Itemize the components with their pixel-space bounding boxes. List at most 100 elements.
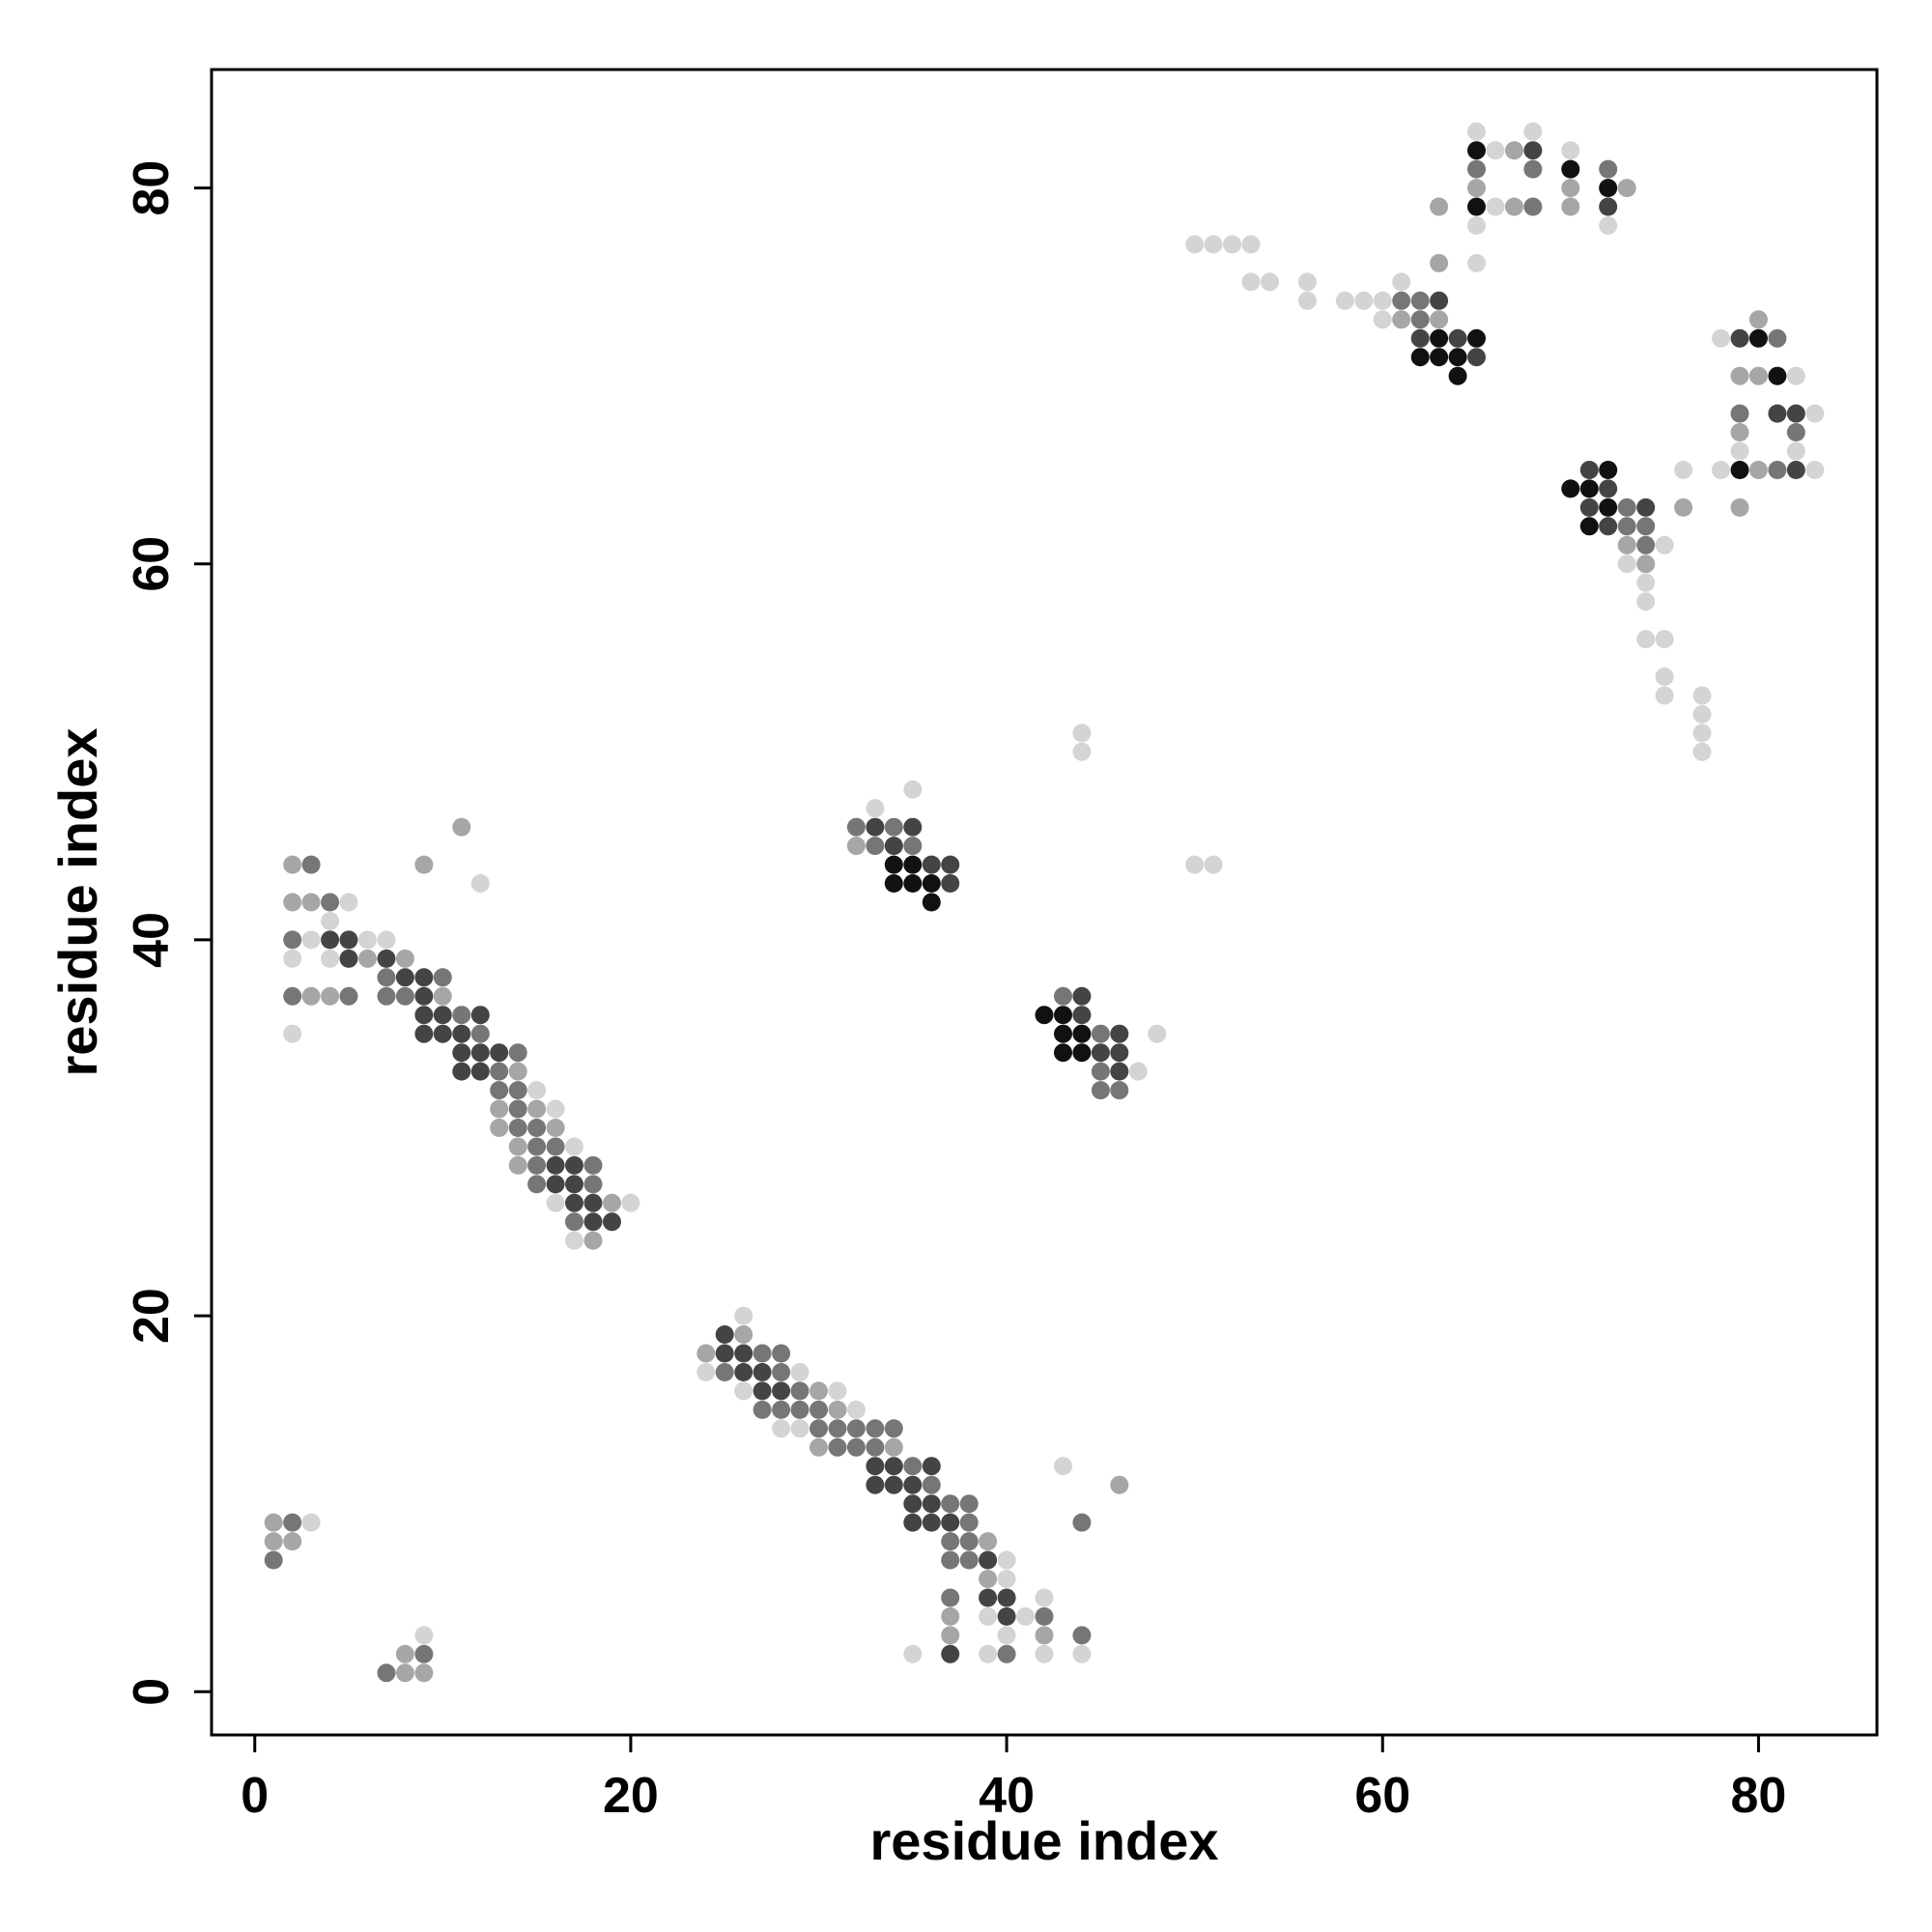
contact-point: [1655, 630, 1674, 649]
contact-point: [959, 1550, 979, 1570]
contact-point: [433, 1024, 452, 1043]
contact-point: [941, 874, 960, 893]
contact-point: [790, 1381, 810, 1401]
contact-point: [1599, 461, 1618, 479]
contact-point: [1523, 159, 1543, 179]
contact-point: [1467, 122, 1486, 141]
contact-point: [959, 1494, 979, 1514]
contact-point: [1523, 197, 1543, 216]
contact-point: [1430, 310, 1449, 329]
contact-point: [321, 912, 340, 930]
contact-point: [1054, 1043, 1072, 1063]
contact-point: [452, 817, 471, 837]
contact-point: [1768, 404, 1787, 423]
contact-point: [846, 1437, 866, 1457]
contact-point: [959, 1532, 979, 1551]
contact-point: [1035, 1588, 1054, 1607]
contact-point: [1712, 328, 1730, 348]
contact-point: [283, 1532, 302, 1551]
contact-point: [1035, 1626, 1054, 1645]
contact-point: [301, 893, 321, 912]
contact-point: [1655, 686, 1674, 705]
contact-point: [1730, 366, 1749, 385]
contact-point: [997, 1550, 1016, 1570]
contact-point: [828, 1400, 847, 1419]
contact-point: [810, 1437, 828, 1457]
contact-point: [941, 1606, 960, 1626]
contact-point: [283, 986, 302, 1006]
contact-point: [922, 1457, 941, 1476]
x-tick-label: 40: [979, 1768, 1035, 1824]
contact-point: [1091, 1081, 1110, 1100]
contact-point: [753, 1400, 772, 1419]
contact-point: [790, 1400, 810, 1419]
contact-point: [1072, 724, 1092, 743]
contact-point: [1035, 1644, 1054, 1663]
contact-point: [1748, 310, 1768, 329]
contact-point: [1467, 216, 1486, 235]
contact-point: [1185, 235, 1205, 254]
contact-point: [979, 1588, 998, 1607]
contact-point: [565, 1175, 583, 1194]
contact-point: [1054, 1006, 1072, 1025]
contact-point: [433, 1006, 452, 1025]
contact-point: [527, 1081, 547, 1100]
contact-point: [1091, 1043, 1110, 1063]
contact-point: [490, 1043, 509, 1063]
contact-point: [377, 968, 396, 987]
contact-point: [1335, 291, 1354, 310]
contact-point: [283, 949, 302, 968]
contact-point: [1599, 179, 1618, 198]
contact-point: [1561, 159, 1580, 179]
contact-point: [790, 1363, 810, 1381]
contact-point: [1185, 855, 1205, 874]
contact-point: [1730, 328, 1749, 348]
contact-point: [903, 1494, 923, 1514]
contact-point: [1505, 197, 1523, 216]
contact-point: [470, 1043, 490, 1063]
contact-point: [1748, 328, 1768, 348]
contact-point: [828, 1381, 847, 1401]
contact-point: [1579, 479, 1599, 498]
contact-point: [1674, 497, 1693, 517]
contact-point: [1410, 310, 1430, 329]
contact-point: [283, 893, 302, 912]
contact-point: [1072, 1644, 1092, 1663]
contact-point: [922, 855, 941, 874]
contact-point: [283, 855, 302, 874]
contact-point: [508, 1119, 527, 1137]
contact-point: [414, 1006, 434, 1025]
contact-point: [565, 1193, 583, 1212]
contact-point: [470, 1062, 490, 1081]
contact-point: [884, 874, 903, 893]
contact-point: [1241, 272, 1261, 292]
contact-point: [565, 1137, 583, 1156]
contact-point: [508, 1081, 527, 1100]
contact-point: [1599, 497, 1618, 517]
contact-point: [884, 1457, 903, 1476]
contact-point: [583, 1231, 603, 1250]
contact-point: [1410, 348, 1430, 367]
contact-point: [452, 1006, 471, 1025]
contact-point: [922, 893, 941, 912]
contact-point: [1072, 1043, 1092, 1063]
contact-point: [583, 1175, 603, 1194]
contact-point: [1636, 554, 1656, 574]
contact-point: [922, 1513, 941, 1532]
contact-point: [1599, 197, 1618, 216]
contact-point: [1730, 423, 1749, 441]
contact-point: [1561, 179, 1580, 198]
data-points: [264, 122, 1825, 1683]
contact-point: [903, 1644, 923, 1663]
contact-point: [866, 799, 885, 818]
contact-point: [1430, 291, 1449, 310]
contact-point: [1204, 855, 1223, 874]
contact-point: [1561, 197, 1580, 216]
x-tick-label: 0: [241, 1768, 269, 1824]
contact-point: [772, 1344, 791, 1363]
contact-point: [1392, 272, 1411, 292]
contact-point: [1486, 141, 1505, 160]
y-tick-label: 20: [124, 1288, 180, 1344]
contact-point: [903, 1475, 923, 1494]
contact-point: [941, 1532, 960, 1551]
